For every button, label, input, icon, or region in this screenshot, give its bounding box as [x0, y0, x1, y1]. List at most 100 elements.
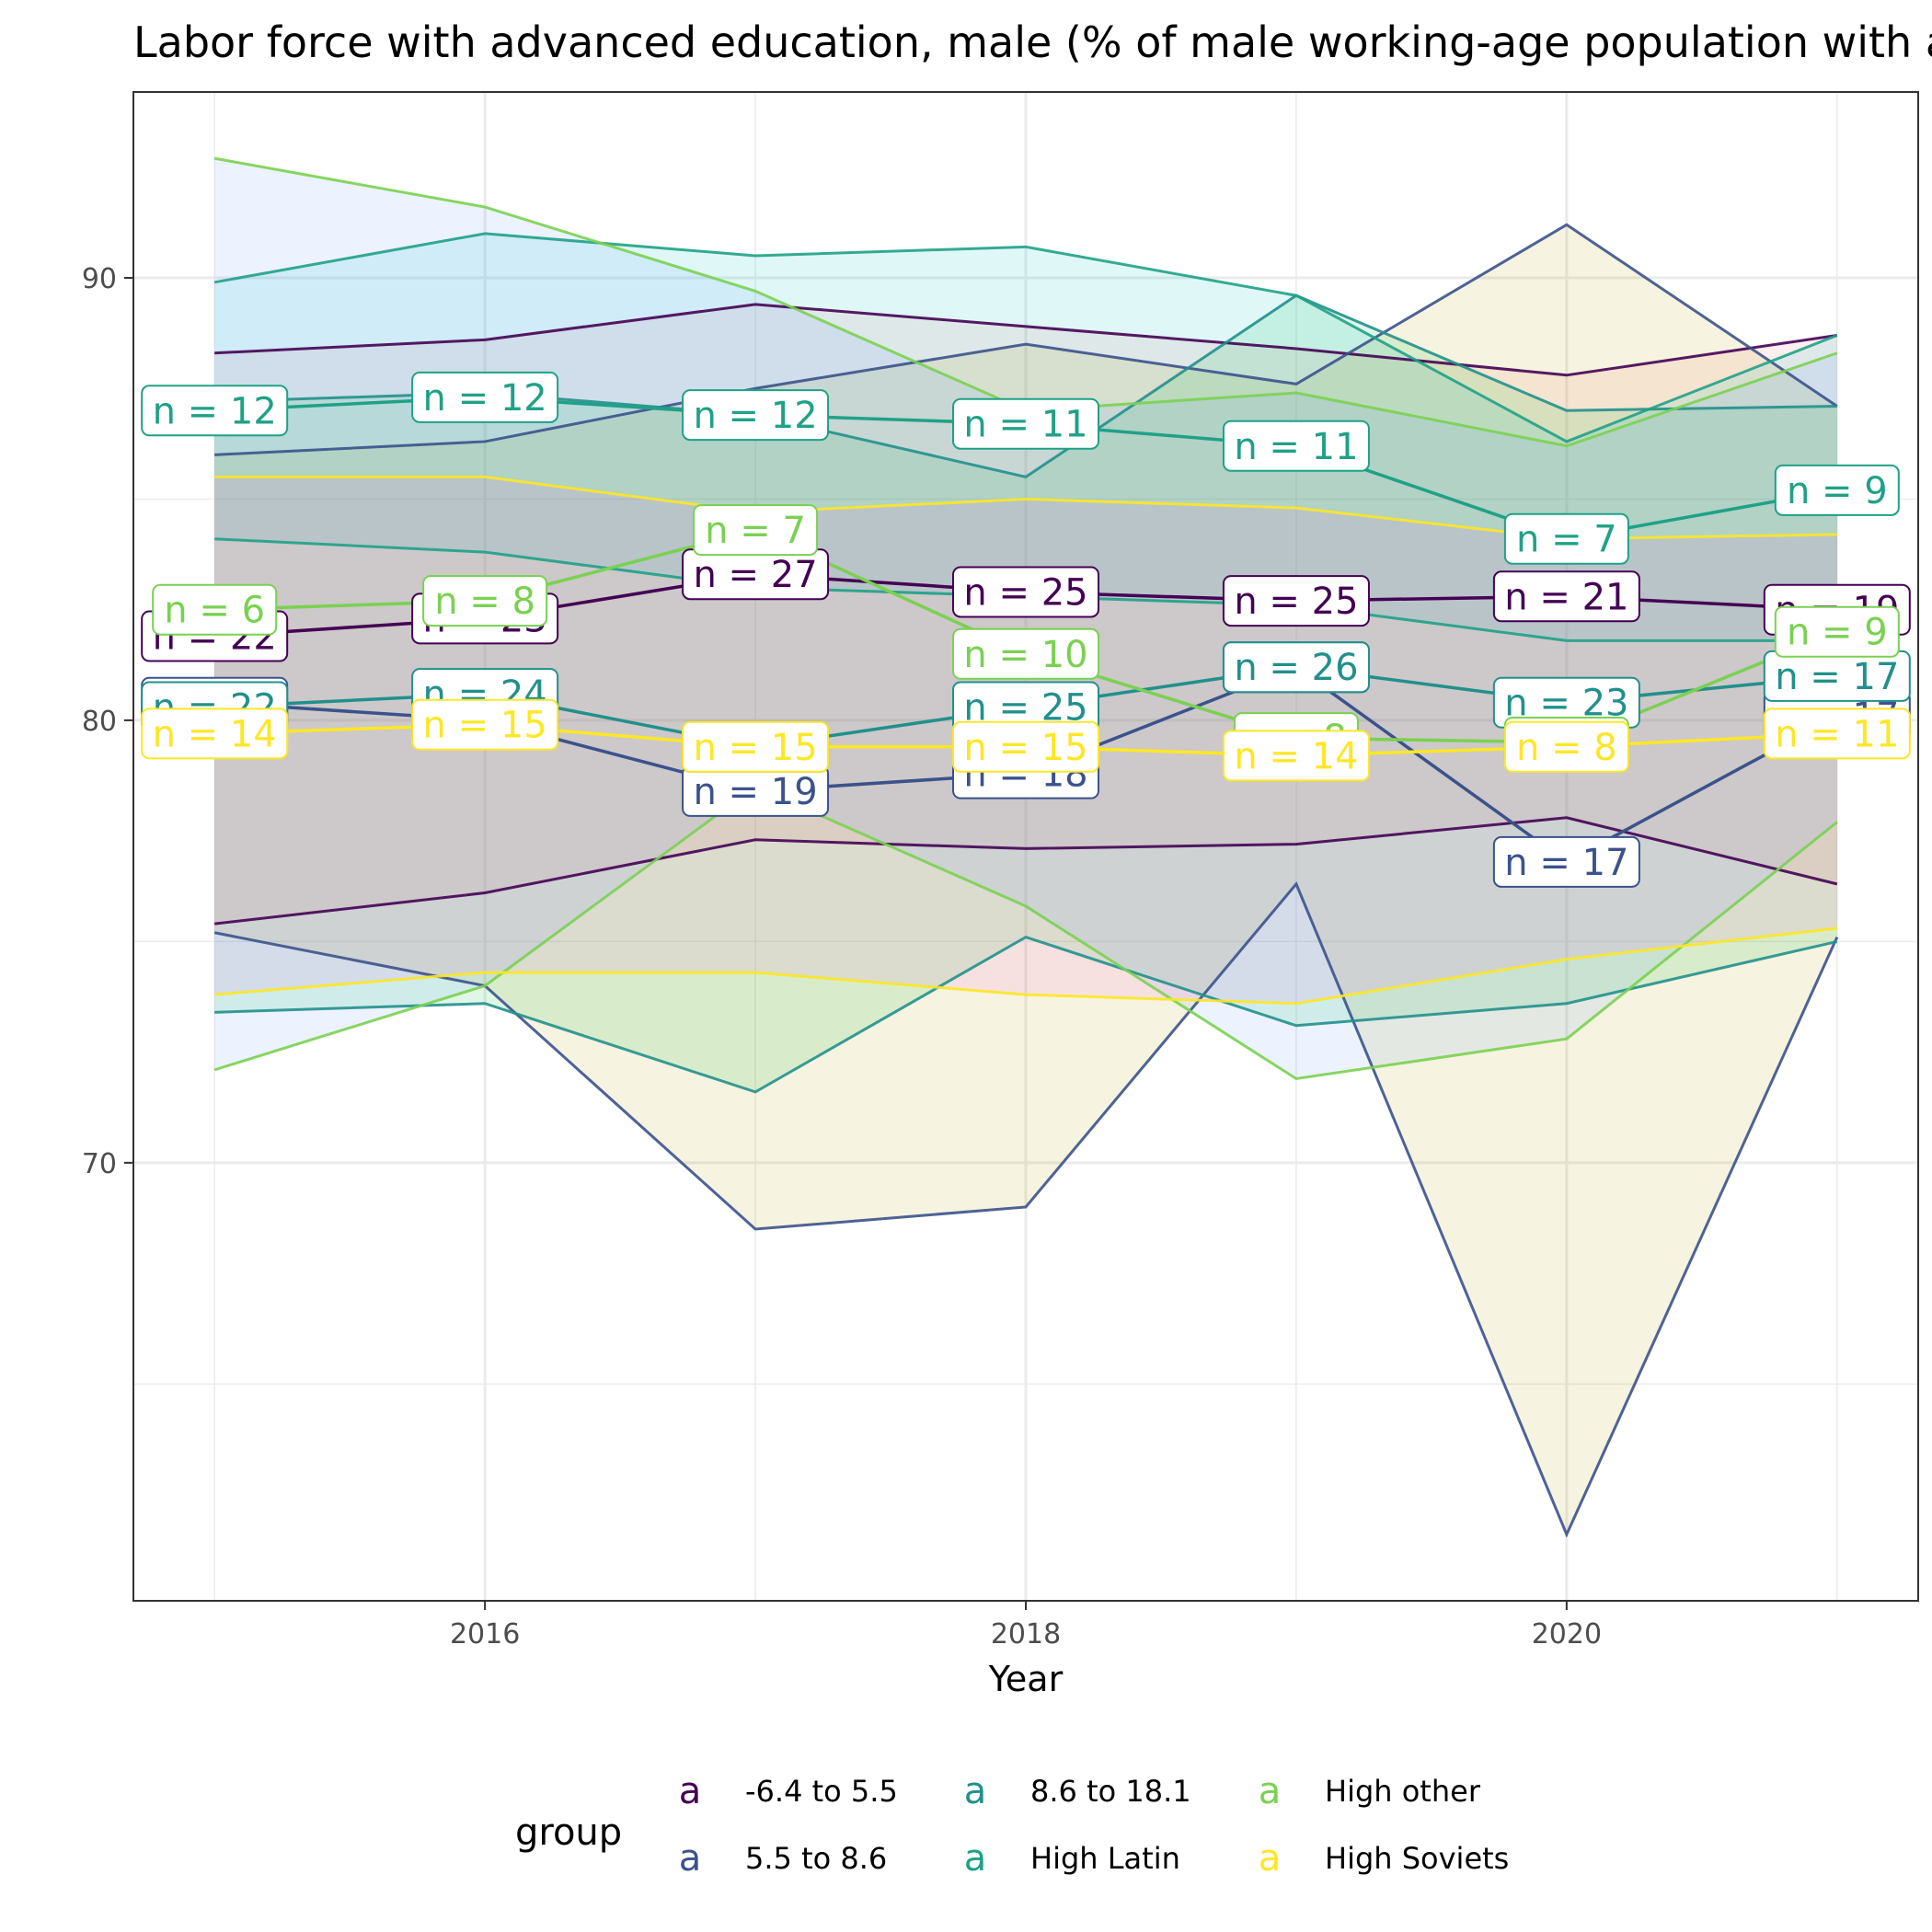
legend-key: a — [1259, 1770, 1282, 1812]
n-label-box — [152, 583, 278, 636]
n-label: n = 21 — [1492, 570, 1640, 623]
n-label-box — [682, 720, 830, 773]
n-label-text: n = 25 — [1234, 581, 1358, 623]
legend-label: High other — [1325, 1774, 1481, 1809]
n-label-box — [952, 397, 1099, 450]
n-label-box — [411, 371, 559, 423]
n-label: n = 25 — [1222, 575, 1370, 627]
n-label-box — [422, 575, 548, 627]
n-labels: n = 22n = 23n = 27n = 25n = 25n = 21n = … — [141, 371, 1911, 888]
legend-title: group — [515, 1811, 622, 1854]
n-label-box — [1222, 641, 1370, 694]
n-label-box — [693, 504, 819, 557]
n-label-text: n = 12 — [423, 377, 547, 420]
n-label: n = 11 — [952, 397, 1099, 450]
n-label: n = 17 — [1492, 835, 1640, 888]
confidence-band — [214, 158, 1837, 1079]
n-label: n = 12 — [411, 371, 559, 423]
n-label-text: n = 17 — [1775, 656, 1899, 698]
n-label: n = 8 — [1503, 720, 1629, 773]
x-axis-title: Year — [988, 1659, 1064, 1699]
x-tick-label: 2016 — [450, 1618, 520, 1650]
n-label: n = 25 — [952, 566, 1099, 618]
n-label-text: n = 14 — [1234, 735, 1358, 777]
confidence-bands — [214, 158, 1837, 1535]
n-label: n = 9 — [1774, 605, 1900, 658]
n-label-text: n = 27 — [693, 554, 817, 596]
n-label-text: n = 14 — [153, 713, 277, 755]
n-label: n = 12 — [682, 389, 830, 442]
n-label: n = 10 — [952, 627, 1099, 680]
n-label-text: n = 9 — [1787, 612, 1888, 654]
n-label-text: n = 10 — [963, 634, 1087, 676]
n-label-text: n = 15 — [423, 705, 547, 747]
axis-ticks: 2016 2018 2020 70 80 90 — [82, 263, 1602, 1650]
n-label: n = 17 — [1763, 650, 1911, 702]
legend-key: a — [964, 1770, 987, 1812]
legend-label: High Soviets — [1325, 1841, 1509, 1876]
n-label-text: n = 26 — [1234, 647, 1358, 689]
legend: group a -6.4 to 5.5 a 5.5 to 8.6 a 8.6 to 18.… — [515, 1770, 1509, 1880]
n-label-text: n = 8 — [434, 581, 535, 623]
n-label: n = 11 — [1763, 707, 1911, 760]
legend-item: a 5.5 to 8.6 — [679, 1837, 888, 1880]
lower-bound-line — [213, 785, 1838, 1081]
n-label-box — [411, 698, 559, 751]
y-tick-label: 80 — [82, 706, 117, 738]
n-label: n = 7 — [1503, 512, 1629, 565]
n-label-box — [1222, 730, 1370, 782]
x-tick-label: 2018 — [991, 1618, 1061, 1650]
legend-item: a 8.6 to 18.1 — [964, 1770, 1191, 1812]
legend-item: a High other — [1259, 1770, 1481, 1812]
lower-bound-line — [214, 935, 1838, 1094]
legend-label: 5.5 to 8.6 — [745, 1841, 887, 1876]
lower-bound-line — [214, 816, 1838, 926]
n-label: n = 26 — [1222, 641, 1370, 694]
n-label: n = 7 — [693, 504, 819, 557]
n-label-box — [952, 627, 1099, 680]
n-label-text: n = 8 — [1516, 727, 1617, 769]
n-label-box — [1503, 720, 1629, 773]
n-label-text: n = 25 — [963, 571, 1087, 614]
n-label-box — [1492, 570, 1640, 623]
n-label-box — [952, 720, 1099, 773]
legend-label: -6.4 to 5.5 — [745, 1774, 898, 1809]
legend-key: a — [679, 1770, 702, 1812]
n-label-text: n = 21 — [1504, 576, 1628, 618]
upper-bound-line — [213, 232, 1838, 443]
n-label: n = 14 — [141, 707, 289, 760]
y-tick-label: 70 — [82, 1148, 117, 1180]
n-label-box — [1503, 512, 1629, 565]
n-label: n = 27 — [682, 548, 830, 601]
n-label-box — [682, 389, 830, 442]
n-label-text: n = 12 — [153, 390, 277, 432]
n-label-text: n = 12 — [693, 395, 817, 437]
legend-item: a High Soviets — [1259, 1837, 1510, 1880]
n-label-text: n = 15 — [693, 727, 817, 769]
legend-item: a High Latin — [964, 1837, 1180, 1880]
n-label-text: n = 9 — [1787, 470, 1888, 512]
upper-bound-line — [214, 223, 1838, 456]
n-label-box — [1222, 575, 1370, 627]
n-label: n = 19 — [682, 765, 830, 817]
n-label: n = 12 — [141, 385, 289, 437]
n-label: n = 15 — [682, 720, 830, 773]
n-label: n = 11 — [1222, 420, 1370, 472]
legend-key: a — [679, 1837, 702, 1880]
n-label-box — [1763, 707, 1911, 760]
n-label: n = 15 — [411, 698, 559, 751]
n-label-text: n = 7 — [705, 510, 806, 552]
n-label-text: n = 19 — [693, 771, 817, 813]
n-label-box — [1774, 605, 1900, 658]
n-label-box — [1774, 464, 1900, 516]
legend-item: a -6.4 to 5.5 — [679, 1770, 898, 1812]
chart-title: Labor force with advanced education, mal… — [133, 17, 1932, 67]
n-label-text: n = 17 — [1504, 842, 1628, 884]
n-label-text: n = 11 — [1234, 426, 1358, 468]
n-label-box — [1492, 835, 1640, 888]
legend-key: a — [1259, 1837, 1282, 1880]
upper-bound-line — [214, 303, 1838, 377]
legend-key: a — [964, 1837, 987, 1880]
x-tick-label: 2020 — [1532, 1618, 1602, 1650]
